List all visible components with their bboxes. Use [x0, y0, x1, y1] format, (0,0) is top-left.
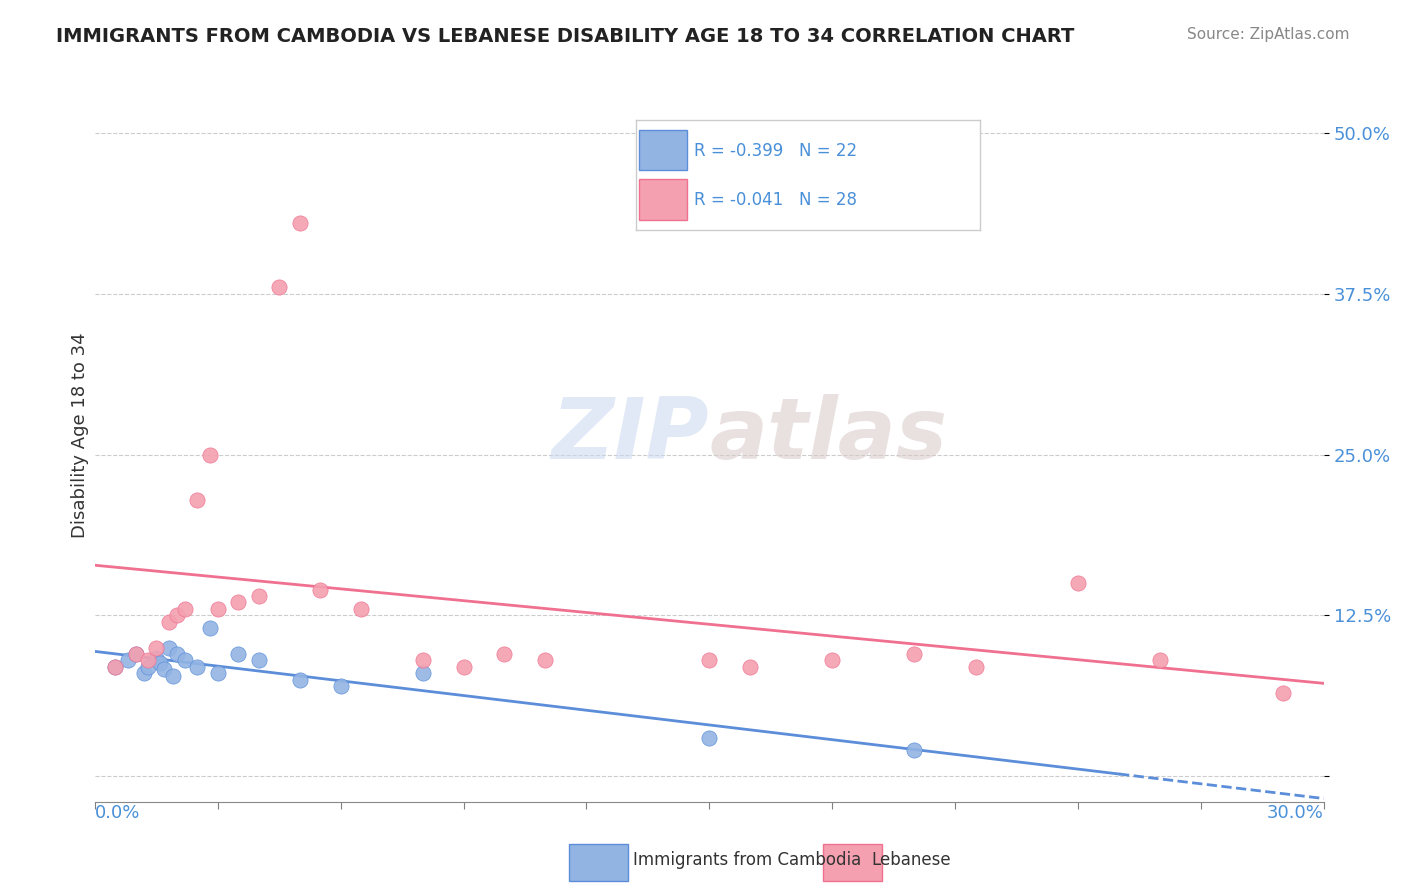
Point — [226, 595, 249, 609]
Point — [288, 673, 311, 687]
Point — [162, 669, 184, 683]
Point — [1067, 576, 1090, 591]
Point — [166, 647, 188, 661]
Point — [198, 448, 221, 462]
Point — [288, 216, 311, 230]
Text: Source: ZipAtlas.com: Source: ZipAtlas.com — [1187, 27, 1350, 42]
Point — [186, 492, 208, 507]
Text: 30.0%: 30.0% — [1267, 804, 1324, 822]
Point — [157, 615, 180, 629]
Point — [453, 660, 475, 674]
Point — [247, 589, 270, 603]
Point — [157, 640, 180, 655]
Point — [903, 647, 925, 661]
Point — [965, 660, 987, 674]
Point — [198, 621, 221, 635]
Text: Lebanese: Lebanese — [872, 851, 952, 869]
Point — [412, 653, 434, 667]
Point — [740, 660, 762, 674]
Point — [329, 679, 352, 693]
Point — [1149, 653, 1171, 667]
Text: IMMIGRANTS FROM CAMBODIA VS LEBANESE DISABILITY AGE 18 TO 34 CORRELATION CHART: IMMIGRANTS FROM CAMBODIA VS LEBANESE DIS… — [56, 27, 1074, 45]
Point — [699, 653, 721, 667]
Point — [104, 660, 127, 674]
Point — [104, 660, 127, 674]
Point — [174, 653, 197, 667]
Point — [412, 666, 434, 681]
Point — [145, 650, 167, 665]
Point — [174, 602, 197, 616]
Point — [247, 653, 270, 667]
Point — [207, 666, 229, 681]
Point — [153, 662, 176, 676]
Point — [186, 660, 208, 674]
Point — [136, 653, 159, 667]
Point — [149, 656, 172, 670]
Point — [166, 608, 188, 623]
Point — [350, 602, 373, 616]
Point — [207, 602, 229, 616]
Text: ZIP: ZIP — [551, 393, 710, 476]
Point — [494, 647, 516, 661]
Text: 0.0%: 0.0% — [94, 804, 141, 822]
Point — [132, 666, 155, 681]
Point — [125, 647, 148, 661]
Text: atlas: atlas — [710, 393, 948, 476]
Point — [117, 653, 139, 667]
Point — [699, 731, 721, 745]
Text: Immigrants from Cambodia: Immigrants from Cambodia — [633, 851, 860, 869]
Y-axis label: Disability Age 18 to 34: Disability Age 18 to 34 — [72, 333, 89, 538]
Point — [269, 280, 291, 294]
Point — [1271, 685, 1294, 699]
Point — [136, 660, 159, 674]
Point — [145, 640, 167, 655]
Point — [903, 743, 925, 757]
Point — [534, 653, 557, 667]
Point — [821, 653, 844, 667]
Point — [226, 647, 249, 661]
Point — [125, 647, 148, 661]
Point — [309, 582, 332, 597]
